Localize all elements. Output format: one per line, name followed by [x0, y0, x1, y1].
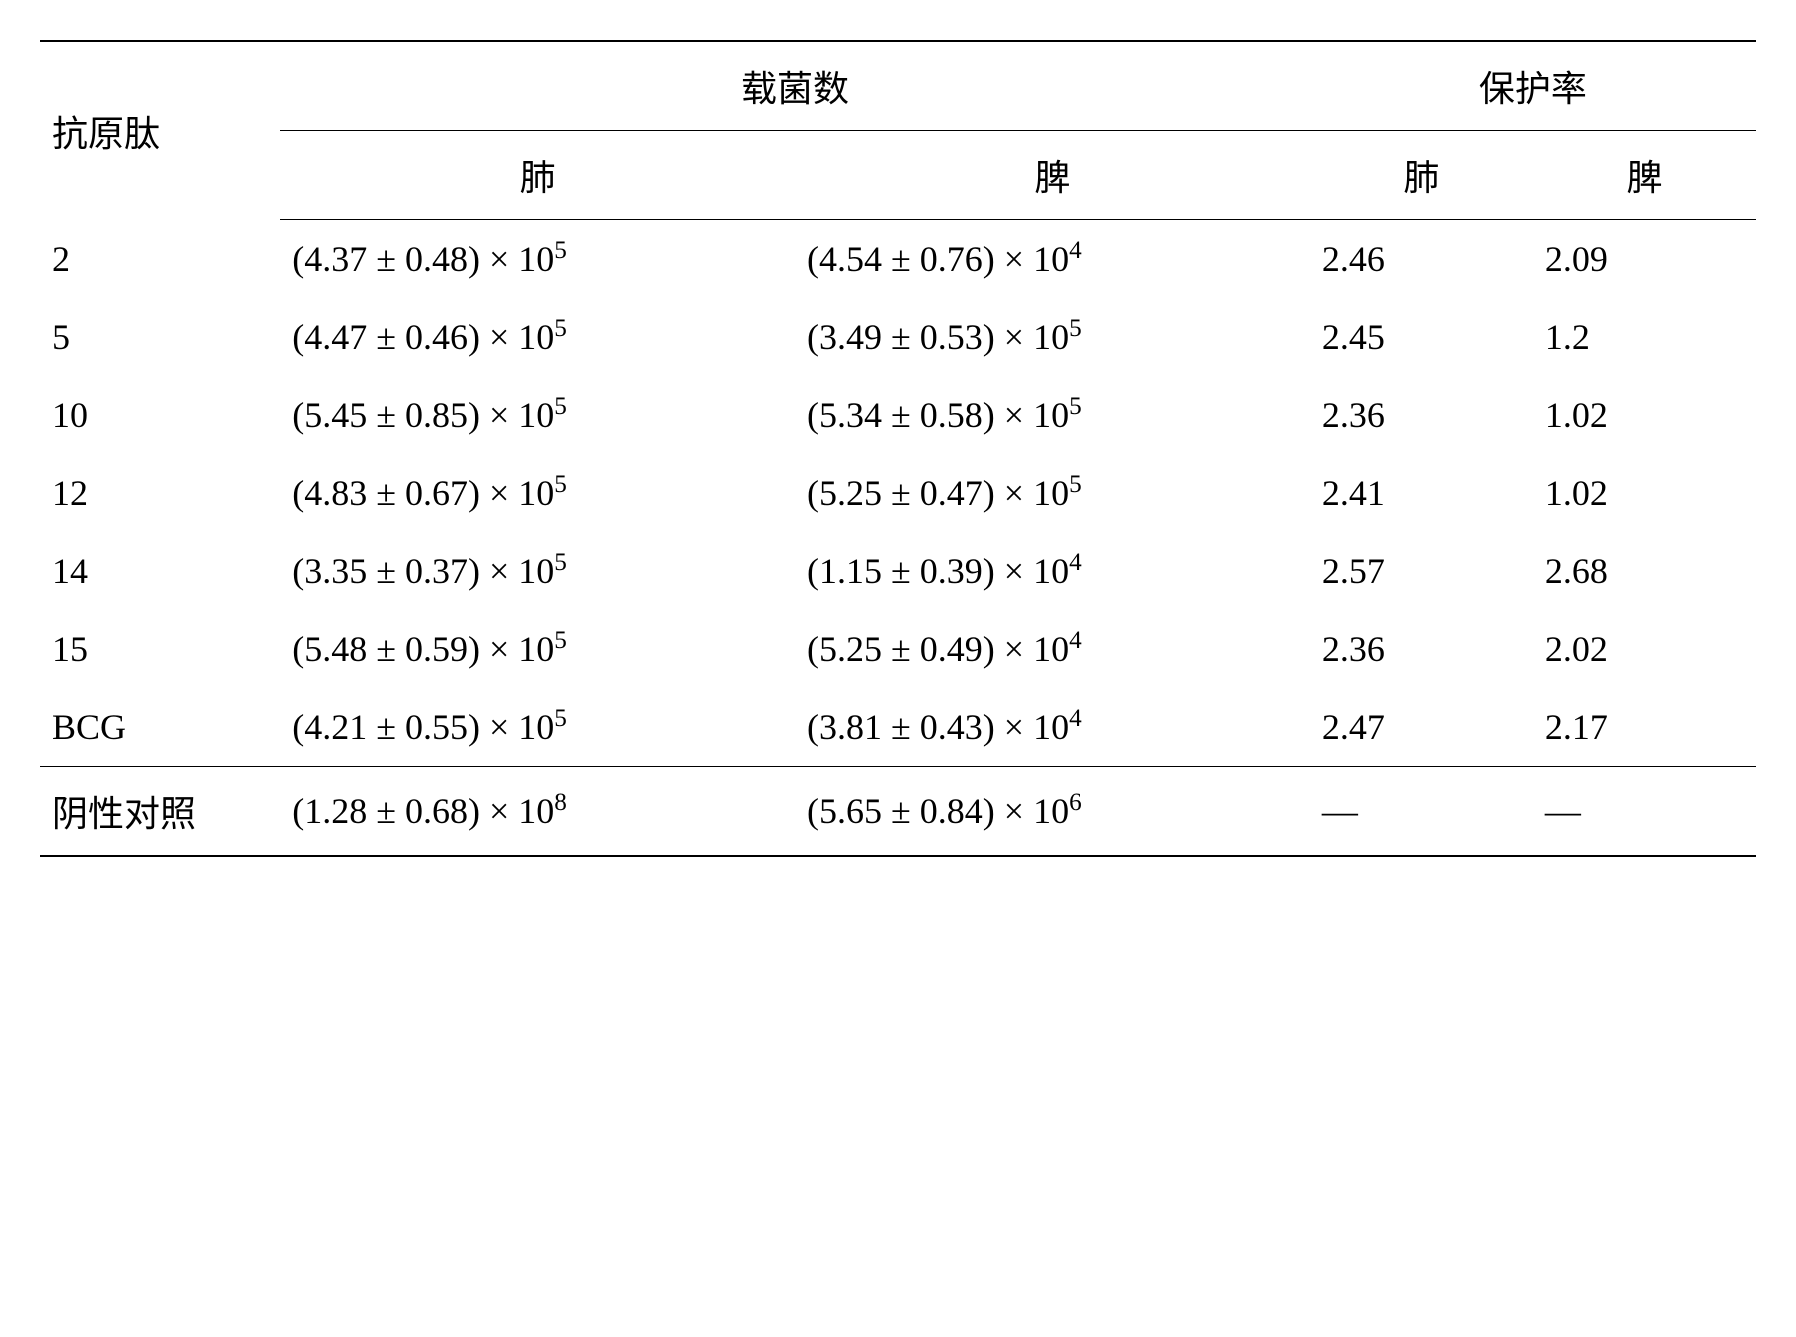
value-base: (5.34 ± 0.58) × 10 — [807, 395, 1069, 435]
cell-peptide: 阴性对照 — [40, 767, 280, 857]
value-exp: 5 — [554, 549, 567, 576]
value-base: (5.25 ± 0.49) × 10 — [807, 629, 1069, 669]
cell-lung-load: (1.28 ± 0.68) × 108 — [280, 767, 795, 857]
table-row: 10 (5.45 ± 0.85) × 105 (5.34 ± 0.58) × 1… — [40, 376, 1756, 454]
cell-spleen-rate: 2.02 — [1533, 610, 1756, 688]
cell-lung-rate: 2.41 — [1310, 454, 1533, 532]
value-base: (4.37 ± 0.48) × 10 — [292, 239, 554, 279]
cell-lung-rate: 2.45 — [1310, 298, 1533, 376]
value-base: (1.15 ± 0.39) × 10 — [807, 551, 1069, 591]
value-exp: 5 — [554, 471, 567, 498]
cell-lung-rate: 2.57 — [1310, 532, 1533, 610]
cell-spleen-load: (5.65 ± 0.84) × 106 — [795, 767, 1310, 857]
cell-spleen-rate: 2.68 — [1533, 532, 1756, 610]
cell-lung-load: (4.21 ± 0.55) × 105 — [280, 688, 795, 767]
cell-spleen-load: (4.54 ± 0.76) × 104 — [795, 220, 1310, 299]
header-spleen-rate: 脾 — [1533, 131, 1756, 220]
value-exp: 5 — [554, 237, 567, 264]
table-body: 2 (4.37 ± 0.48) × 105 (4.54 ± 0.76) × 10… — [40, 220, 1756, 857]
value-base: (4.83 ± 0.67) × 10 — [292, 473, 554, 513]
value-exp: 5 — [554, 705, 567, 732]
value-exp: 4 — [1069, 549, 1082, 576]
cell-spleen-rate: — — [1533, 767, 1756, 857]
header-load-group: 载菌数 — [280, 41, 1310, 131]
table-row: 14 (3.35 ± 0.37) × 105 (1.15 ± 0.39) × 1… — [40, 532, 1756, 610]
value-exp: 5 — [554, 627, 567, 654]
value-base: (5.48 ± 0.59) × 10 — [292, 629, 554, 669]
value-base: (3.81 ± 0.43) × 10 — [807, 707, 1069, 747]
cell-spleen-load: (3.49 ± 0.53) × 105 — [795, 298, 1310, 376]
value-exp: 5 — [1069, 471, 1082, 498]
cell-spleen-rate: 1.2 — [1533, 298, 1756, 376]
header-lung-load: 肺 — [280, 131, 795, 220]
value-exp: 5 — [554, 393, 567, 420]
cell-lung-load: (4.37 ± 0.48) × 105 — [280, 220, 795, 299]
value-exp: 5 — [1069, 315, 1082, 342]
header-spleen-load: 脾 — [795, 131, 1310, 220]
value-base: (3.49 ± 0.53) × 10 — [807, 317, 1069, 357]
value-base: (5.65 ± 0.84) × 10 — [807, 791, 1069, 831]
cell-spleen-load: (5.25 ± 0.49) × 104 — [795, 610, 1310, 688]
value-exp: 4 — [1069, 705, 1082, 732]
value-exp: 4 — [1069, 237, 1082, 264]
cell-lung-rate: 2.46 — [1310, 220, 1533, 299]
value-exp: 5 — [1069, 393, 1082, 420]
value-exp: 5 — [554, 315, 567, 342]
table-row: 12 (4.83 ± 0.67) × 105 (5.25 ± 0.47) × 1… — [40, 454, 1756, 532]
table-row: 2 (4.37 ± 0.48) × 105 (4.54 ± 0.76) × 10… — [40, 220, 1756, 299]
table-row: BCG (4.21 ± 0.55) × 105 (3.81 ± 0.43) × … — [40, 688, 1756, 767]
cell-lung-rate: 2.36 — [1310, 376, 1533, 454]
value-exp: 4 — [1069, 627, 1082, 654]
value-exp: 8 — [554, 789, 567, 816]
header-peptide: 抗原肽 — [40, 41, 280, 220]
table-row: 15 (5.48 ± 0.59) × 105 (5.25 ± 0.49) × 1… — [40, 610, 1756, 688]
cell-lung-load: (4.47 ± 0.46) × 105 — [280, 298, 795, 376]
value-base: (3.35 ± 0.37) × 10 — [292, 551, 554, 591]
cell-spleen-load: (1.15 ± 0.39) × 104 — [795, 532, 1310, 610]
cell-lung-load: (3.35 ± 0.37) × 105 — [280, 532, 795, 610]
table-row: 5 (4.47 ± 0.46) × 105 (3.49 ± 0.53) × 10… — [40, 298, 1756, 376]
cell-peptide: 10 — [40, 376, 280, 454]
cell-spleen-rate: 2.17 — [1533, 688, 1756, 767]
cell-lung-load: (4.83 ± 0.67) × 105 — [280, 454, 795, 532]
value-base: (5.25 ± 0.47) × 10 — [807, 473, 1069, 513]
value-base: (1.28 ± 0.68) × 10 — [292, 791, 554, 831]
cell-lung-load: (5.45 ± 0.85) × 105 — [280, 376, 795, 454]
cell-peptide: 5 — [40, 298, 280, 376]
cell-spleen-load: (5.34 ± 0.58) × 105 — [795, 376, 1310, 454]
cell-spleen-load: (5.25 ± 0.47) × 105 — [795, 454, 1310, 532]
cell-peptide: 14 — [40, 532, 280, 610]
cell-spleen-rate: 2.09 — [1533, 220, 1756, 299]
data-table: 抗原肽 载菌数 保护率 肺 脾 肺 脾 2 (4.37 ± 0.48) × 10… — [40, 40, 1756, 857]
value-exp: 6 — [1069, 789, 1082, 816]
cell-peptide: 15 — [40, 610, 280, 688]
cell-lung-rate: 2.36 — [1310, 610, 1533, 688]
cell-peptide: 12 — [40, 454, 280, 532]
cell-lung-load: (5.48 ± 0.59) × 105 — [280, 610, 795, 688]
value-base: (4.21 ± 0.55) × 10 — [292, 707, 554, 747]
header-rate-group: 保护率 — [1310, 41, 1756, 131]
value-base: (4.54 ± 0.76) × 10 — [807, 239, 1069, 279]
value-base: (5.45 ± 0.85) × 10 — [292, 395, 554, 435]
cell-lung-rate: — — [1310, 767, 1533, 857]
cell-spleen-rate: 1.02 — [1533, 454, 1756, 532]
value-base: (4.47 ± 0.46) × 10 — [292, 317, 554, 357]
cell-lung-rate: 2.47 — [1310, 688, 1533, 767]
header-lung-rate: 肺 — [1310, 131, 1533, 220]
cell-peptide: 2 — [40, 220, 280, 299]
table-row-footer: 阴性对照 (1.28 ± 0.68) × 108 (5.65 ± 0.84) ×… — [40, 767, 1756, 857]
cell-spleen-load: (3.81 ± 0.43) × 104 — [795, 688, 1310, 767]
cell-peptide: BCG — [40, 688, 280, 767]
cell-spleen-rate: 1.02 — [1533, 376, 1756, 454]
